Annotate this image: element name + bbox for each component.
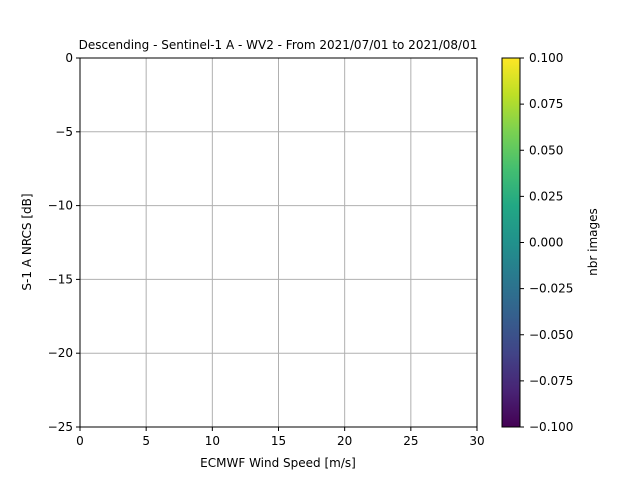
colorbar-tick-label: 0.075	[529, 97, 563, 111]
plot-area: 0 5 10 15 20 25 30 0 −5 −10 −15 −20 −25	[48, 51, 485, 448]
x-tick-label: 10	[205, 434, 220, 448]
colorbar-tick-label: 0.100	[529, 51, 563, 65]
colorbar: 0.100 0.075 0.050 0.025 0.000 −0.025 −0.050 −0.…	[501, 51, 600, 434]
x-axis-label: ECMWF Wind Speed [m/s]	[200, 456, 356, 470]
x-tick-label: 5	[142, 434, 150, 448]
x-tick-label: 15	[271, 434, 286, 448]
y-tick-label: −15	[48, 272, 73, 286]
x-tick-label: 0	[76, 434, 84, 448]
colorbar-tick-label: −0.025	[529, 282, 573, 296]
colorbar-tick-label: −0.100	[529, 420, 573, 434]
x-tick-label: 30	[469, 434, 484, 448]
x-tick-label: 25	[403, 434, 418, 448]
colorbar-tick-label: −0.050	[529, 328, 573, 342]
x-axis-ticks: 0 5 10 15 20 25 30	[76, 427, 485, 448]
colorbar-tick-label: −0.075	[529, 374, 573, 388]
y-tick-label: −5	[55, 125, 73, 139]
colorbar-label: nbr images	[586, 208, 600, 276]
y-axis-label: S-1 A NRCS [dB]	[20, 193, 34, 290]
colorbar-ticks: 0.100 0.075 0.050 0.025 0.000 −0.025 −0.050 −0.…	[520, 51, 573, 434]
y-tick-label: −20	[48, 346, 73, 360]
colorbar-tick-label: 0.050	[529, 143, 563, 157]
colorbar-tick-label: 0.000	[529, 236, 563, 250]
chart-title: Descending - Sentinel-1 A - WV2 - From 2…	[79, 38, 478, 52]
colorbar-gradient	[501, 57, 521, 428]
x-tick-label: 20	[337, 434, 352, 448]
y-tick-label: −10	[48, 199, 73, 213]
colorbar-tick-label: 0.025	[529, 189, 563, 203]
y-axis-ticks: 0 −5 −10 −15 −20 −25	[48, 51, 80, 434]
y-tick-label: 0	[65, 51, 73, 65]
y-tick-label: −25	[48, 420, 73, 434]
